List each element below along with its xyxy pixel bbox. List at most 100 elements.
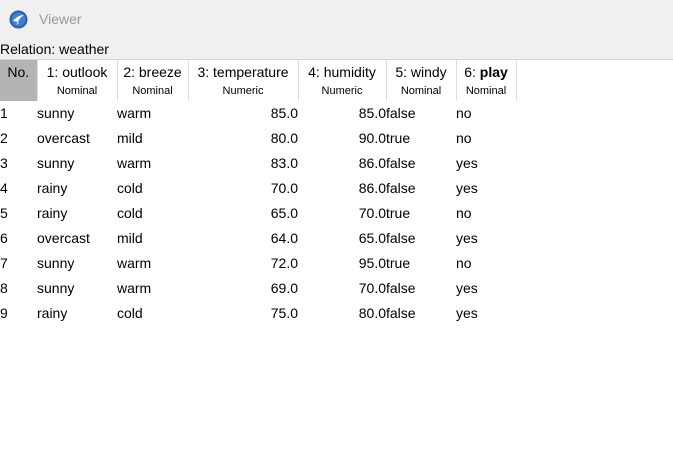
row-number-cell[interactable]: 4 [0, 180, 8, 196]
cell-breeze[interactable]: cold [117, 205, 143, 221]
column-header-temperature[interactable]: 3: temperature Numeric [188, 60, 299, 101]
cell-outlook[interactable]: overcast [37, 130, 90, 146]
cell-temperature[interactable]: 64.0 [270, 230, 298, 246]
cell-outlook[interactable]: sunny [37, 255, 75, 271]
cell-play[interactable]: no [456, 205, 472, 221]
cell-temperature[interactable]: 69.0 [270, 280, 298, 296]
relation-bar: Relation: weather [0, 39, 673, 59]
column-type: Numeric [321, 85, 363, 97]
cell-breeze[interactable]: cold [117, 305, 143, 321]
cell-windy[interactable]: true [386, 205, 411, 221]
relation-label: Relation: weather [0, 41, 109, 57]
cell-temperature[interactable]: 72.0 [270, 255, 298, 271]
column-header-windy[interactable]: 5: windy Nominal [386, 60, 457, 101]
cell-play[interactable]: yes [456, 280, 478, 296]
cell-humidity[interactable]: 80.0 [358, 305, 386, 321]
table-row[interactable]: 2 overcast mild 80.0 90.0 true no [0, 126, 516, 151]
column-header-humidity[interactable]: 4: humidity Numeric [298, 60, 387, 101]
column-name: 1: outlook [46, 64, 108, 80]
cell-play[interactable]: yes [456, 230, 478, 246]
cell-play[interactable]: yes [456, 155, 478, 171]
cell-humidity[interactable]: 86.0 [358, 155, 386, 171]
cell-windy[interactable]: false [386, 305, 416, 321]
cell-breeze[interactable]: warm [117, 155, 152, 171]
cell-play[interactable]: yes [456, 305, 478, 321]
table-row[interactable]: 7 sunny warm 72.0 95.0 true no [0, 251, 516, 276]
cell-windy[interactable]: true [386, 130, 411, 146]
cell-play[interactable]: no [456, 105, 472, 121]
table-row[interactable]: 8 sunny warm 69.0 70.0 false yes [0, 276, 516, 301]
cell-windy[interactable]: false [386, 230, 416, 246]
cell-temperature[interactable]: 70.0 [270, 180, 298, 196]
cell-humidity[interactable]: 95.0 [358, 255, 386, 271]
column-name: 2: breeze [123, 64, 182, 80]
cell-play[interactable]: yes [456, 180, 478, 196]
column-type: Nominal [132, 85, 173, 97]
cell-humidity[interactable]: 85.0 [358, 105, 386, 121]
cell-outlook[interactable]: rainy [37, 205, 68, 221]
cell-outlook[interactable]: rainy [37, 180, 68, 196]
cell-play[interactable]: no [456, 255, 472, 271]
cell-breeze[interactable]: warm [117, 280, 152, 296]
cell-breeze[interactable]: warm [117, 105, 152, 121]
cell-temperature[interactable]: 65.0 [270, 205, 298, 221]
data-table: No. 1: outlook Nominal 2: breeze Nominal… [0, 60, 517, 326]
cell-breeze[interactable]: mild [117, 230, 143, 246]
cell-windy[interactable]: false [386, 105, 416, 121]
row-number-cell[interactable]: 9 [0, 305, 8, 321]
row-number-cell[interactable]: 6 [0, 230, 8, 246]
cell-breeze[interactable]: cold [117, 180, 143, 196]
cell-humidity[interactable]: 86.0 [358, 180, 386, 196]
cell-play[interactable]: no [456, 130, 472, 146]
cell-windy[interactable]: true [386, 255, 411, 271]
row-number-cell[interactable]: 8 [0, 280, 8, 296]
table-row[interactable]: 3 sunny warm 83.0 86.0 false yes [0, 151, 516, 176]
cell-temperature[interactable]: 80.0 [270, 130, 298, 146]
row-number-cell[interactable]: 7 [0, 255, 8, 271]
cell-humidity[interactable]: 70.0 [358, 205, 386, 221]
cell-temperature[interactable]: 85.0 [270, 105, 298, 121]
cell-humidity[interactable]: 90.0 [358, 130, 386, 146]
cell-outlook[interactable]: sunny [37, 155, 75, 171]
column-name: 6: play [457, 60, 516, 81]
column-header-no[interactable]: No. [0, 60, 38, 101]
cell-outlook[interactable]: sunny [37, 105, 75, 121]
table-header-row: No. 1: outlook Nominal 2: breeze Nominal… [0, 60, 517, 101]
column-type: Nominal [56, 85, 98, 97]
row-number-cell[interactable]: 5 [0, 205, 8, 221]
table-row[interactable]: 6 overcast mild 64.0 65.0 false yes [0, 226, 516, 251]
cell-windy[interactable]: false [386, 180, 416, 196]
cell-temperature[interactable]: 75.0 [270, 305, 298, 321]
cell-outlook[interactable]: overcast [37, 230, 90, 246]
cell-humidity[interactable]: 70.0 [358, 280, 386, 296]
cell-windy[interactable]: false [386, 155, 416, 171]
column-type: Nominal [465, 85, 507, 97]
table-row[interactable]: 4 rainy cold 70.0 86.0 false yes [0, 176, 516, 201]
column-header-play[interactable]: 6: play Nominal [456, 60, 517, 101]
title-bar[interactable]: Viewer [0, 0, 673, 39]
column-name-prefix: 6: [464, 64, 480, 80]
table-row[interactable]: 5 rainy cold 65.0 70.0 true no [0, 201, 516, 226]
header-divider [0, 59, 673, 60]
cell-breeze[interactable]: warm [117, 255, 152, 271]
weka-bird-icon [9, 10, 28, 29]
row-number-cell[interactable]: 1 [0, 105, 8, 121]
cell-breeze[interactable]: mild [117, 130, 143, 146]
column-type: Nominal [400, 85, 442, 97]
cell-outlook[interactable]: sunny [37, 280, 75, 296]
table-row[interactable]: 1 sunny warm 85.0 85.0 false no [0, 101, 516, 126]
row-number-cell[interactable]: 2 [0, 130, 8, 146]
cell-windy[interactable]: false [386, 280, 416, 296]
column-type: Numeric [222, 85, 264, 97]
column-header-breeze[interactable]: 2: breeze Nominal [117, 60, 189, 101]
column-header-outlook[interactable]: 1: outlook Nominal [37, 60, 118, 101]
column-name: 3: temperature [197, 64, 289, 80]
row-number-cell[interactable]: 3 [0, 155, 8, 171]
column-name-class: play [479, 64, 508, 80]
cell-temperature[interactable]: 83.0 [270, 155, 298, 171]
column-name: 4: humidity [308, 64, 376, 80]
cell-outlook[interactable]: rainy [37, 305, 68, 321]
cell-humidity[interactable]: 65.0 [358, 230, 386, 246]
table-row[interactable]: 9 rainy cold 75.0 80.0 false yes [0, 301, 516, 326]
